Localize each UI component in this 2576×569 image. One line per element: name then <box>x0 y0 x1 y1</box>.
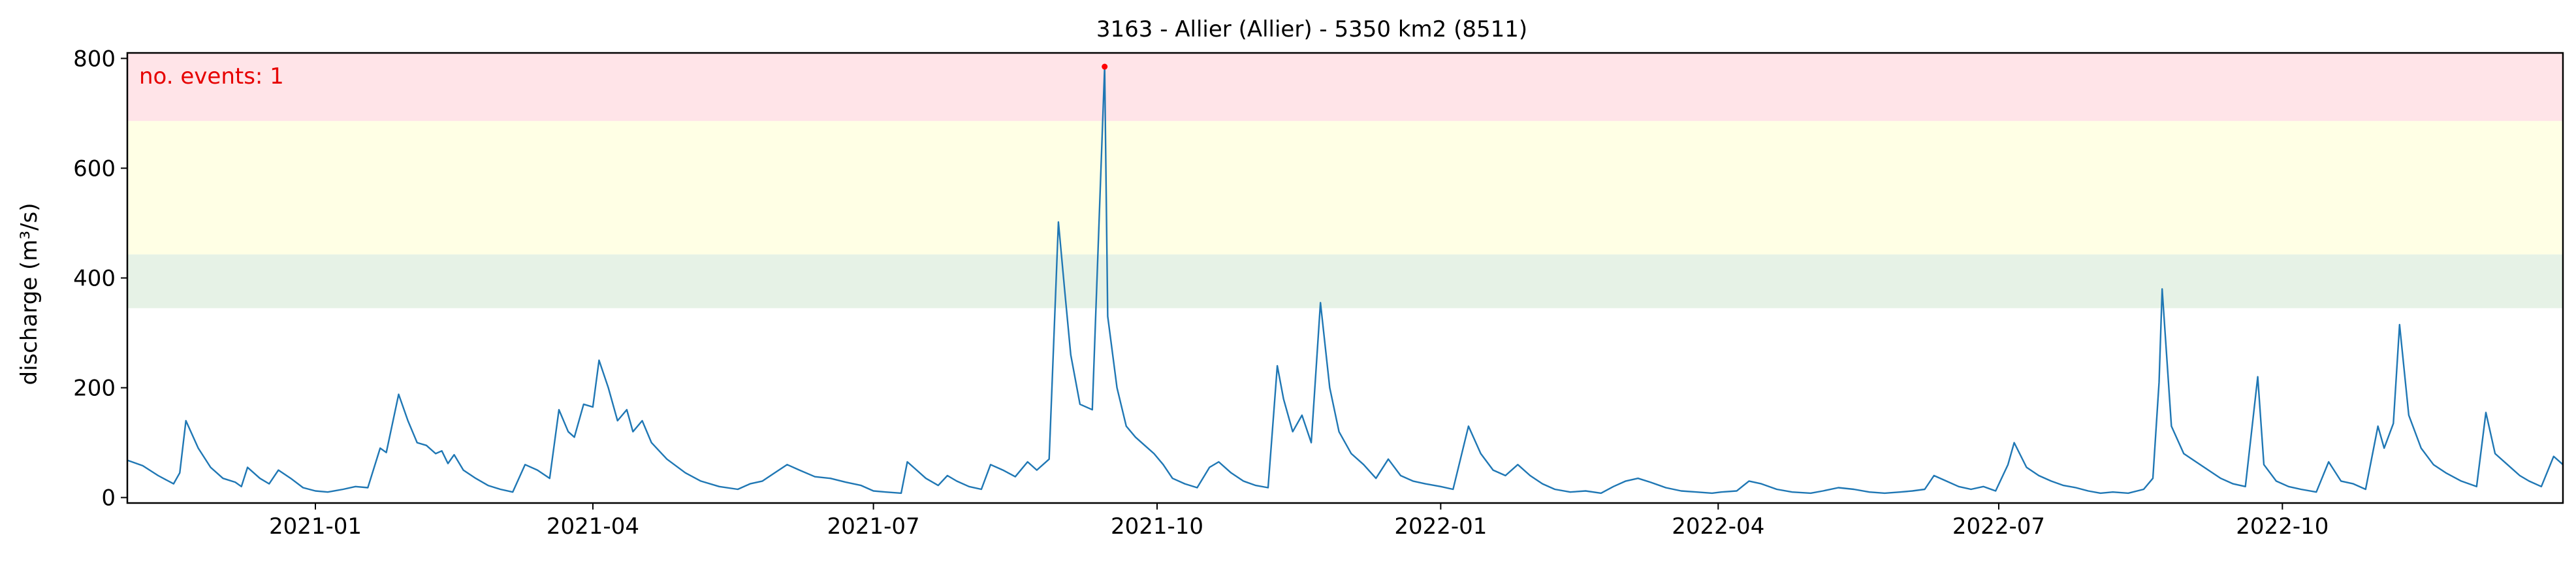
x-tick-label: 2021-07 <box>827 513 920 540</box>
events-count-annotation: no. events: 1 <box>139 63 284 89</box>
event-point <box>1102 63 1108 70</box>
threshold-band-1 <box>127 121 2563 255</box>
y-axis-label: discharge (m³/s) <box>16 203 42 385</box>
x-tick-label: 2022-04 <box>1672 513 1764 540</box>
y-tick-label: 0 <box>101 485 116 512</box>
threshold-band-2 <box>127 53 2563 122</box>
x-tick-label: 2022-07 <box>1952 513 2045 540</box>
x-tick-label: 2022-01 <box>1394 513 1487 540</box>
event-markers <box>1102 63 1108 70</box>
y-tick-label: 600 <box>73 155 116 182</box>
threshold-bands <box>127 53 2563 308</box>
discharge-series-line <box>127 65 2564 495</box>
plot-frame <box>126 52 2564 504</box>
x-tick-label: 2021-04 <box>547 513 639 540</box>
y-tick-label: 400 <box>73 266 116 292</box>
y-tick-label: 800 <box>73 46 116 72</box>
threshold-band-0 <box>127 254 2563 308</box>
axis-ticks: 0 200 400 600 800 2021-01 2021-04 2021-07 2021-1… <box>73 46 2329 540</box>
x-tick-label: 2022-10 <box>2236 513 2329 540</box>
x-tick-label: 2021-10 <box>1111 513 1203 540</box>
x-tick-label: 2021-01 <box>269 513 362 540</box>
chart-title: 3163 - Allier (Allier) - 5350 km2 (8511) <box>1096 16 1527 42</box>
y-tick-label: 200 <box>73 376 116 402</box>
